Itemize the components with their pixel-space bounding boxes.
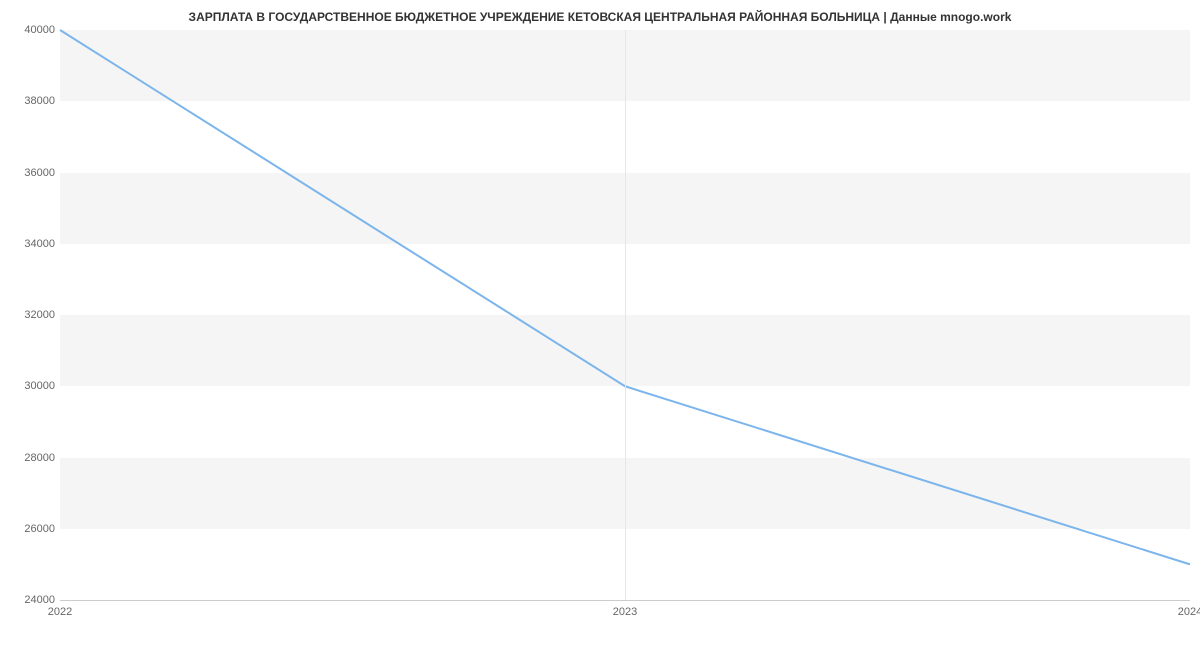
- y-tick-label: 30000: [5, 380, 55, 392]
- x-tick-label: 2024: [1178, 606, 1200, 618]
- y-tick-label: 26000: [5, 523, 55, 535]
- y-tick-label: 24000: [5, 594, 55, 606]
- x-tick-label: 2022: [48, 606, 72, 618]
- x-tick-label: 2023: [613, 606, 637, 618]
- y-tick-label: 36000: [5, 167, 55, 179]
- x-axis-line: [60, 600, 1190, 601]
- x-grid-line: [625, 30, 626, 600]
- y-tick-label: 38000: [5, 95, 55, 107]
- y-tick-label: 34000: [5, 238, 55, 250]
- y-tick-label: 40000: [5, 24, 55, 36]
- chart-container: 24000 26000 28000 30000 32000 34000 36000 38000…: [0, 30, 1200, 630]
- y-tick-label: 32000: [5, 309, 55, 321]
- chart-title: ЗАРПЛАТА В ГОСУДАРСТВЕННОЕ БЮДЖЕТНОЕ УЧР…: [0, 0, 1200, 30]
- y-tick-label: 28000: [5, 452, 55, 464]
